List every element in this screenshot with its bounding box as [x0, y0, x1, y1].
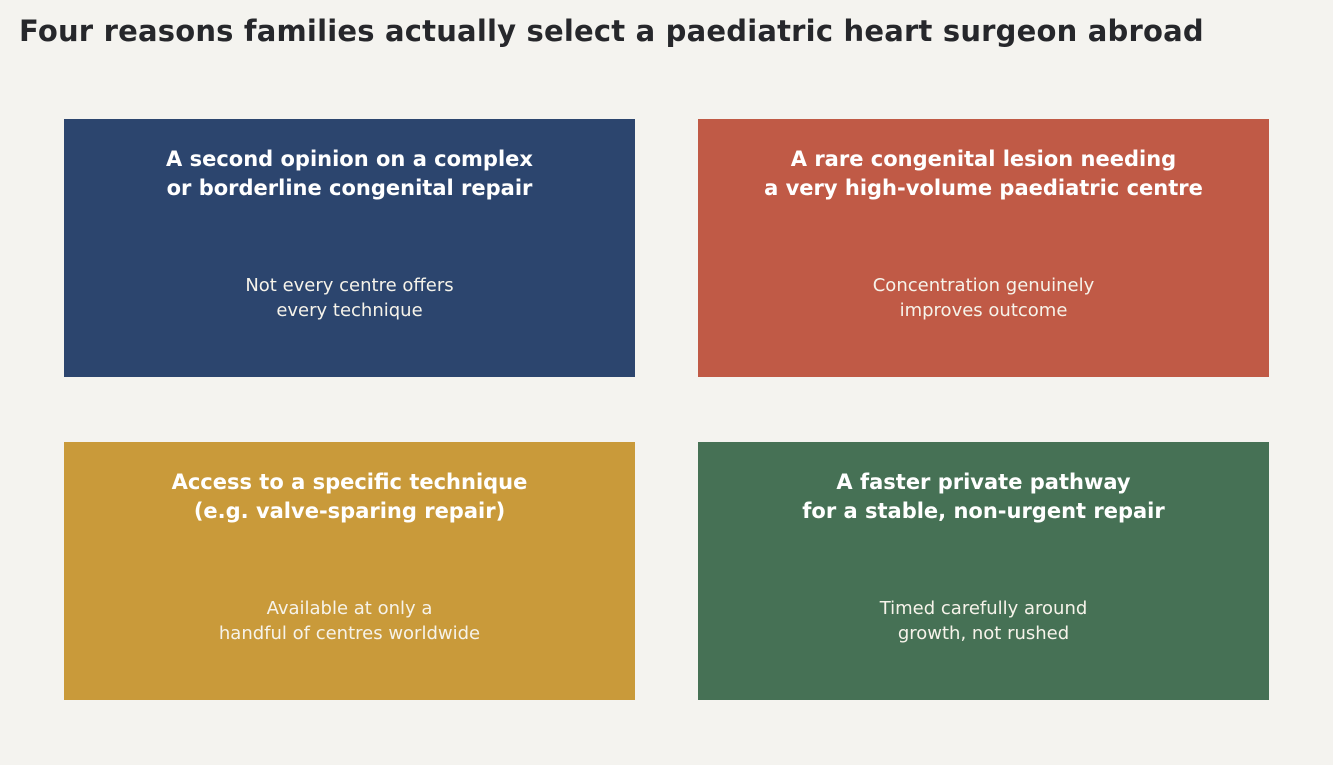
card-detail: Available at only a handful of centres w…: [218, 598, 481, 644]
card-detail: Not every centre offers every technique: [245, 275, 454, 321]
card-detail: Concentration genuinely improves outcome: [872, 275, 1095, 321]
reason-card-specific-technique: Access to a specific technique (e.g. val…: [64, 442, 635, 700]
card-heading: A faster private pathway for a stable, n…: [802, 470, 1165, 523]
page-title: Four reasons families actually select a …: [19, 14, 1204, 48]
reason-card-rare-lesion: A rare congenital lesion needing a very …: [698, 119, 1269, 377]
card-heading: Access to a specific technique (e.g. val…: [171, 470, 528, 523]
card-detail: Timed carefully around growth, not rushe…: [879, 598, 1088, 644]
card-heading: A second opinion on a complex or borderl…: [166, 147, 533, 200]
reason-card-second-opinion: A second opinion on a complex or borderl…: [64, 119, 635, 377]
reason-card-faster-pathway: A faster private pathway for a stable, n…: [698, 442, 1269, 700]
card-heading: A rare congenital lesion needing a very …: [764, 147, 1203, 200]
